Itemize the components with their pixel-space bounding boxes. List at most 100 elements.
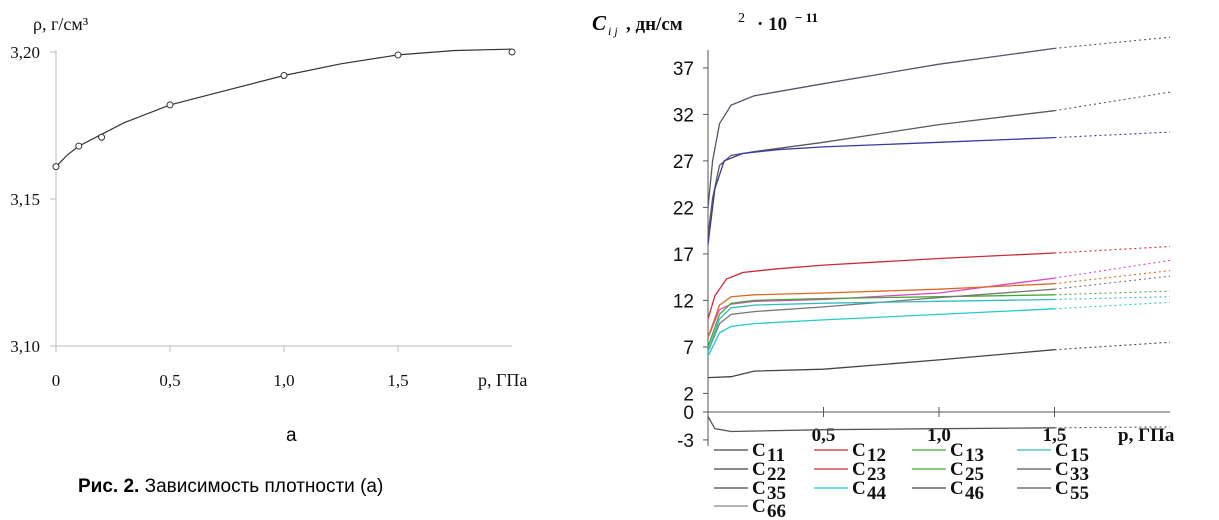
series-extrapolation-c11 [1054, 36, 1171, 49]
right-y-tick-label: -3 [677, 431, 694, 452]
legend-label: C [1055, 478, 1069, 499]
series-extrapolation-c13 [1054, 131, 1171, 139]
legend-label-sub: 33 [1070, 464, 1089, 485]
right-y-tick-label: 0 [683, 403, 694, 424]
title-sub: i j [608, 24, 618, 38]
right-title: C i j , дн/см 2 · 10 − 11 [592, 10, 818, 38]
legend-label-sub: 22 [767, 464, 786, 485]
density-point [166, 101, 174, 109]
title-main: C [592, 11, 607, 35]
caption-prefix: Рис. 2. [78, 476, 140, 497]
series-line-c13 [707, 294, 1055, 348]
right-y-tick-label: 7 [683, 338, 694, 359]
legend-label: C [852, 459, 866, 480]
left-ylabel: ρ, г/см³ [33, 14, 89, 34]
left-x-tick-label: 1,0 [273, 371, 294, 390]
series-extrapolation-c55 [1054, 426, 1171, 429]
title-units: , дн/см [626, 14, 683, 35]
legend-label: C [852, 478, 866, 499]
density-point [52, 163, 60, 171]
legend-label-sub: 25 [965, 464, 984, 485]
right-y-tick-label: 32 [673, 105, 694, 126]
density-point [508, 48, 516, 56]
right-x-tick-label: 1,5 [1043, 425, 1067, 446]
legend-label-sub: 44 [867, 483, 887, 504]
right-x-tick-label: 0,5 [812, 425, 836, 446]
series-line-c55 [707, 416, 1055, 433]
density-chart: ρ, г/см³ p, ГПа 0 0,5 1,0 1,5 3,10 3,15 3,20 [10, 14, 527, 390]
series-extrapolation-c12 [1054, 91, 1171, 112]
legend-entry: C 35 [714, 478, 786, 504]
series-extrapolation-c23 [1054, 270, 1171, 285]
legend-label: C [852, 440, 866, 461]
series-line-c13 [707, 136, 1055, 245]
legend-label-sub: 12 [867, 445, 886, 466]
density-point [394, 51, 402, 59]
series-extrapolation-c22 [1054, 259, 1171, 279]
density-point [75, 142, 83, 150]
legend-label: C [1055, 459, 1069, 480]
legend-label-sub: 35 [767, 483, 786, 504]
right-xlabel: p, ГПа [1118, 425, 1175, 446]
left-x-tick-label: 1,5 [387, 371, 408, 390]
figure-caption: Рис. 2. Зависимость плотности (а) [78, 476, 383, 498]
series-line-c44 [707, 308, 1055, 357]
right-x-tick-label: 1,0 [927, 425, 951, 446]
legend-entry: C 66 [714, 496, 786, 520]
legend-label-sub: 13 [965, 445, 984, 466]
legend-entry: C 44 [814, 478, 887, 504]
series-line-c22 [707, 277, 1055, 338]
series-line-c15 [707, 252, 1055, 320]
legend-label: C [752, 496, 766, 517]
density-point [280, 72, 288, 80]
legend-label-sub: 66 [767, 501, 786, 520]
legend-entry: C 55 [1017, 478, 1089, 504]
density-fit-curve [55, 48, 513, 168]
legend-entry: C 22 [714, 459, 786, 485]
left-y-tick-label: 3,20 [10, 43, 40, 62]
legend-label: C [950, 478, 964, 499]
series-line-c11 [707, 47, 1055, 208]
title-exp2: − 11 [795, 10, 818, 25]
series-line-c23 [707, 283, 1055, 338]
legend-label: C [752, 478, 766, 499]
title-mult: · 10 [757, 14, 787, 35]
series-extrapolation-c44 [1054, 301, 1171, 310]
legend-entry: C 12 [814, 440, 886, 466]
series-extrapolation-c15 [1054, 245, 1171, 254]
legend-label: C [1055, 440, 1069, 461]
series-line-c12 [707, 110, 1055, 236]
right-y-tick-label: 17 [673, 245, 694, 266]
elastic-constants-chart: C i j , дн/см 2 · 10 − 11 p, ГПа 3732272… [592, 10, 1175, 520]
legend-label-sub: 46 [965, 483, 984, 504]
right-y-tick-label: 37 [673, 59, 694, 80]
legend-label: C [752, 459, 766, 480]
left-y-tick-label: 3,15 [10, 190, 40, 209]
series-line-c33 [707, 298, 1055, 352]
legend-label-sub: 23 [867, 464, 886, 485]
series-extrapolation-c13 [1054, 290, 1171, 296]
legend-label-sub: 15 [1070, 445, 1089, 466]
right-y-tick-label: 22 [673, 198, 694, 219]
density-point [98, 133, 106, 141]
legend-entry: C 33 [1017, 459, 1089, 485]
legend-label-sub: 11 [767, 445, 785, 466]
right-y-tick-label: 2 [683, 384, 694, 405]
legend-entry: C 25 [912, 459, 984, 485]
panel-label-a: а [286, 425, 297, 446]
right-y-tick-label: 27 [673, 152, 694, 173]
caption-text: Зависимость плотности (а) [144, 476, 384, 497]
series-extrapolation-c46 [1054, 341, 1171, 351]
legend-label: C [950, 440, 964, 461]
series-extrapolation-c25 [1054, 275, 1171, 290]
legend-entry: C 23 [814, 459, 886, 485]
left-x-tick-label: 0 [52, 371, 61, 390]
legend-label: C [950, 459, 964, 480]
legend-label: C [752, 440, 766, 461]
left-xlabel: p, ГПа [478, 370, 527, 390]
series-line-c46 [707, 349, 1055, 379]
legend-entry: C 46 [912, 478, 984, 504]
legend-entry: C 15 [1017, 440, 1089, 466]
series-extrapolation-c33 [1054, 296, 1171, 301]
